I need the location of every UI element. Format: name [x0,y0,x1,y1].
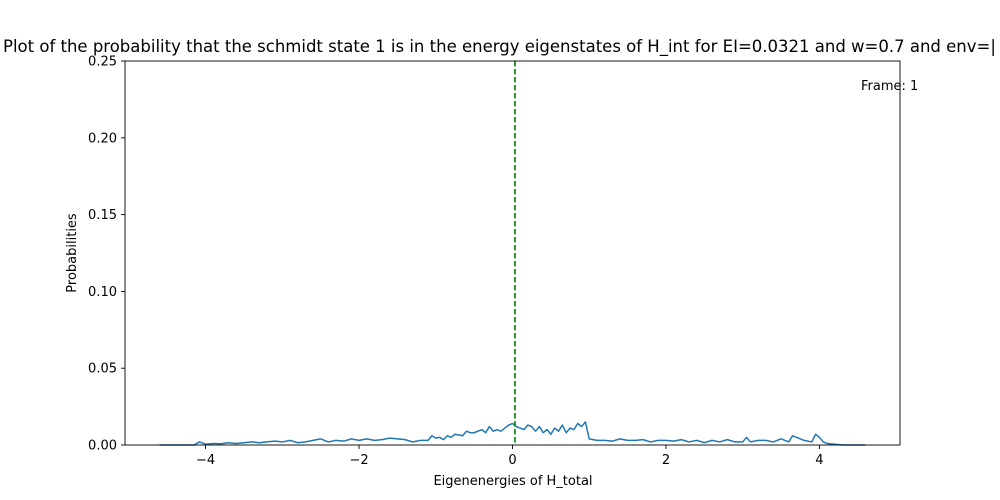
x-tick-label-1: −2 [349,453,368,468]
series-line-0 [159,421,866,446]
x-tick-label-4: 4 [815,453,823,468]
y-axis-label: Probabilities [65,213,80,293]
x-tick-label-3: 2 [662,453,670,468]
x-tick-label-2: 0 [508,453,516,468]
y-tick-label-2: 0.10 [88,285,117,300]
chart-title: Plot of the probability that the schmidt… [3,37,996,57]
x-axis-label: Eigenenergies of H_total [433,474,592,489]
x-tick-label-0: −4 [196,453,215,468]
y-tick-label-0: 0.00 [88,439,117,454]
frame-annotation: Frame: 1 [861,79,918,94]
y-tick-label-4: 0.20 [88,131,117,146]
plot-area: −4 −2 0 2 4 0.00 0.05 0.10 0.15 0.20 0.25 [88,55,901,468]
y-tick-label-1: 0.05 [88,362,117,377]
y-tick-label-5: 0.25 [88,55,117,70]
y-tick-label-3: 0.15 [88,208,117,223]
